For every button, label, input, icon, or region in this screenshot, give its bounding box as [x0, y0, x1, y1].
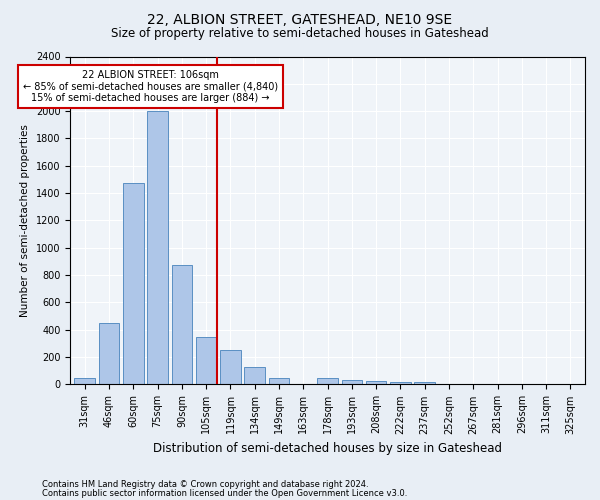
- Bar: [317, 378, 338, 384]
- Bar: [341, 380, 362, 384]
- Bar: [269, 378, 289, 384]
- X-axis label: Distribution of semi-detached houses by size in Gateshead: Distribution of semi-detached houses by …: [153, 442, 502, 455]
- Text: Size of property relative to semi-detached houses in Gateshead: Size of property relative to semi-detach…: [111, 28, 489, 40]
- Text: 22, ALBION STREET, GATESHEAD, NE10 9SE: 22, ALBION STREET, GATESHEAD, NE10 9SE: [148, 12, 452, 26]
- Bar: [99, 323, 119, 384]
- Bar: [366, 381, 386, 384]
- Y-axis label: Number of semi-detached properties: Number of semi-detached properties: [20, 124, 30, 317]
- Bar: [172, 265, 192, 384]
- Bar: [390, 382, 411, 384]
- Bar: [147, 111, 168, 384]
- Bar: [196, 336, 217, 384]
- Text: Contains public sector information licensed under the Open Government Licence v3: Contains public sector information licen…: [42, 489, 407, 498]
- Bar: [415, 382, 435, 384]
- Bar: [244, 368, 265, 384]
- Bar: [220, 350, 241, 384]
- Text: 22 ALBION STREET: 106sqm
← 85% of semi-detached houses are smaller (4,840)
15% o: 22 ALBION STREET: 106sqm ← 85% of semi-d…: [23, 70, 278, 103]
- Bar: [74, 378, 95, 384]
- Text: Contains HM Land Registry data © Crown copyright and database right 2024.: Contains HM Land Registry data © Crown c…: [42, 480, 368, 489]
- Bar: [123, 183, 143, 384]
